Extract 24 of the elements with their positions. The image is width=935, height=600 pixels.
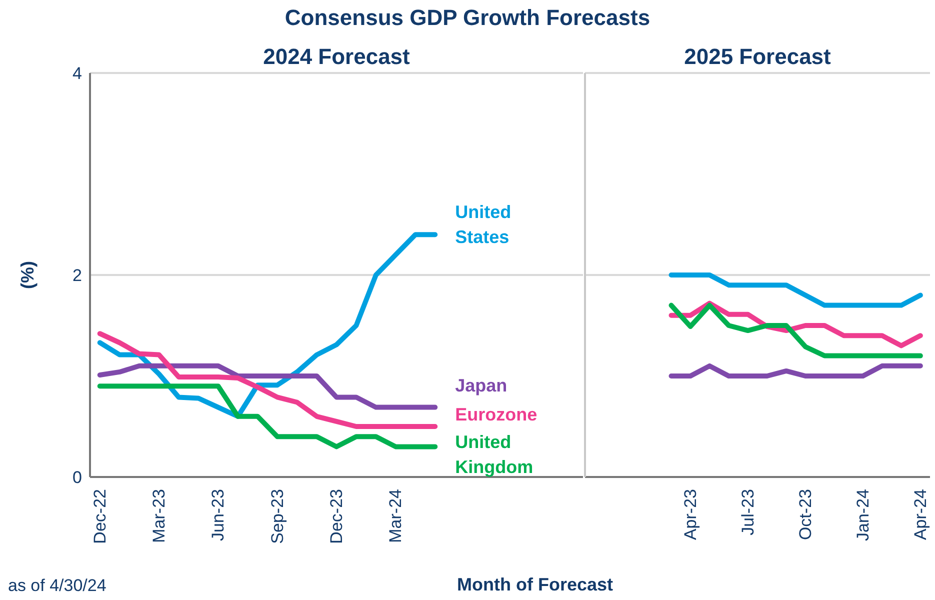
x-tick-label: Sep-23: [268, 489, 287, 544]
chart-title: Consensus GDP Growth Forecasts: [284, 5, 652, 31]
x-tick-label: Mar-23: [150, 489, 169, 543]
series-label: Japan: [455, 374, 508, 398]
x-tick-label: Dec-23: [327, 489, 346, 544]
y-tick-label: 0: [72, 468, 82, 488]
x-tick-label: Mar-24: [386, 489, 406, 543]
chart-title: 2025 Forecast: [683, 44, 832, 70]
text: as of 4/30/24: [8, 576, 106, 596]
x-tick-label: Jul-23: [738, 489, 758, 536]
x-axis-title: Month of Forecast: [457, 574, 613, 596]
x-tick-label: Apr-23: [680, 489, 700, 540]
x-tick-label: Oct-23: [796, 489, 815, 540]
x-tick-label: Dec-22: [90, 489, 110, 544]
series-label: Eurozone: [455, 403, 538, 426]
chart-subtitle: 2024 Forecast: [262, 44, 411, 70]
x-tick-label: Jan-24: [853, 489, 872, 541]
x-tick-label: Jun-23: [208, 489, 228, 541]
y-tick-label: 4: [72, 64, 82, 84]
series-label: United States: [455, 200, 512, 249]
series-label: United Kingdom: [455, 430, 534, 479]
x-tick-label: Apr-24: [910, 489, 930, 540]
y-tick-label: 2: [72, 266, 82, 286]
y-axis-title: (%): [18, 261, 38, 289]
